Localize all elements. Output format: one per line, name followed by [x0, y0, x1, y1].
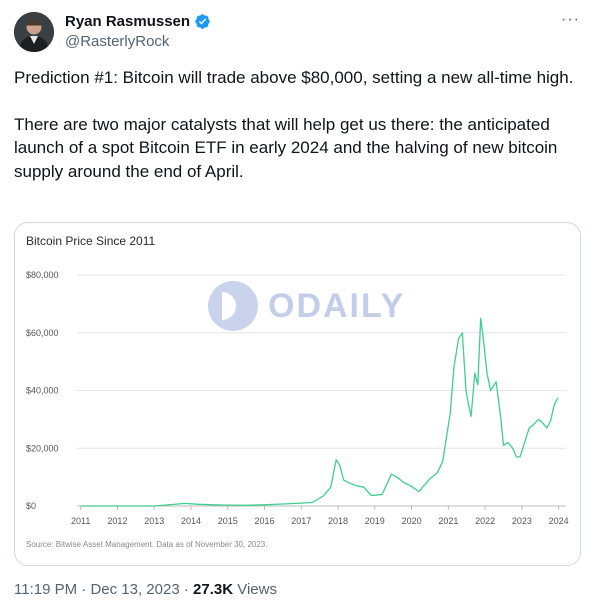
y-tick-label: $0	[26, 501, 36, 511]
tweet-meta: 11:19 PM · Dec 13, 2023 · 27.3K Views	[14, 581, 277, 598]
watermark: ODAILY	[208, 281, 403, 331]
person-avatar-icon	[14, 12, 54, 52]
chart-image-card[interactable]: Bitcoin Price Since 2011 $0 $20,000 $40,00…	[14, 222, 581, 566]
tweet-text: Prediction #1: Bitcoin will trade above …	[14, 66, 582, 183]
tweet-header: Ryan Rasmussen @RasterlyRock ···	[14, 10, 580, 54]
odaily-logo-icon	[208, 281, 258, 331]
x-tick-label: 2011	[71, 516, 90, 526]
x-tick-label: 2021	[438, 516, 458, 526]
x-tick-label: 2019	[365, 516, 385, 526]
author-avatar[interactable]	[14, 12, 54, 52]
y-tick-label: $20,000	[26, 443, 59, 453]
views-label: Views	[237, 581, 277, 598]
x-tick-label: 2017	[291, 516, 311, 526]
tweet-time[interactable]: 11:19 PM	[14, 581, 78, 598]
tweet-paragraph: There are two major catalysts that will …	[14, 114, 558, 181]
author-handle[interactable]: @RasterlyRock	[65, 33, 170, 50]
bitcoin-price-chart: $0 $20,000 $40,000 $60,000 $80,000 2011 2012 20…	[26, 270, 569, 526]
x-tick-label: 2018	[328, 516, 348, 526]
verified-badge-icon[interactable]	[194, 13, 211, 30]
x-tick-label: 2020	[402, 516, 422, 526]
tweet-paragraph: Prediction #1: Bitcoin will trade above …	[14, 68, 574, 87]
more-options-icon[interactable]: ···	[561, 11, 580, 28]
x-tick-label: 2014	[181, 516, 201, 526]
y-tick-label: $40,000	[26, 386, 59, 396]
price-series-line	[80, 317, 559, 507]
x-tick-label: 2013	[144, 516, 164, 526]
tweet-date[interactable]: Dec 13, 2023	[90, 581, 180, 598]
x-tick-label: 2015	[218, 516, 238, 526]
author-name-row: Ryan Rasmussen	[65, 13, 211, 30]
x-tick-label: 2024	[549, 516, 569, 526]
y-tick-label: $60,000	[26, 328, 59, 338]
author-name[interactable]: Ryan Rasmussen	[65, 13, 191, 30]
meta-separator: ·	[81, 581, 87, 598]
watermark-text: ODAILY	[268, 287, 406, 325]
y-tick-label: $80,000	[26, 270, 59, 280]
x-tick-label: 2016	[254, 516, 274, 526]
x-tick-label: 2012	[107, 516, 127, 526]
x-tick-label: 2023	[512, 516, 532, 526]
meta-separator: ·	[183, 581, 189, 598]
chart-source-note: Source: Bitwise Asset Management. Data a…	[26, 540, 268, 549]
chart-title: Bitcoin Price Since 2011	[26, 234, 156, 248]
views-count: 27.3K	[193, 581, 234, 598]
x-tick-label: 2022	[475, 516, 495, 526]
